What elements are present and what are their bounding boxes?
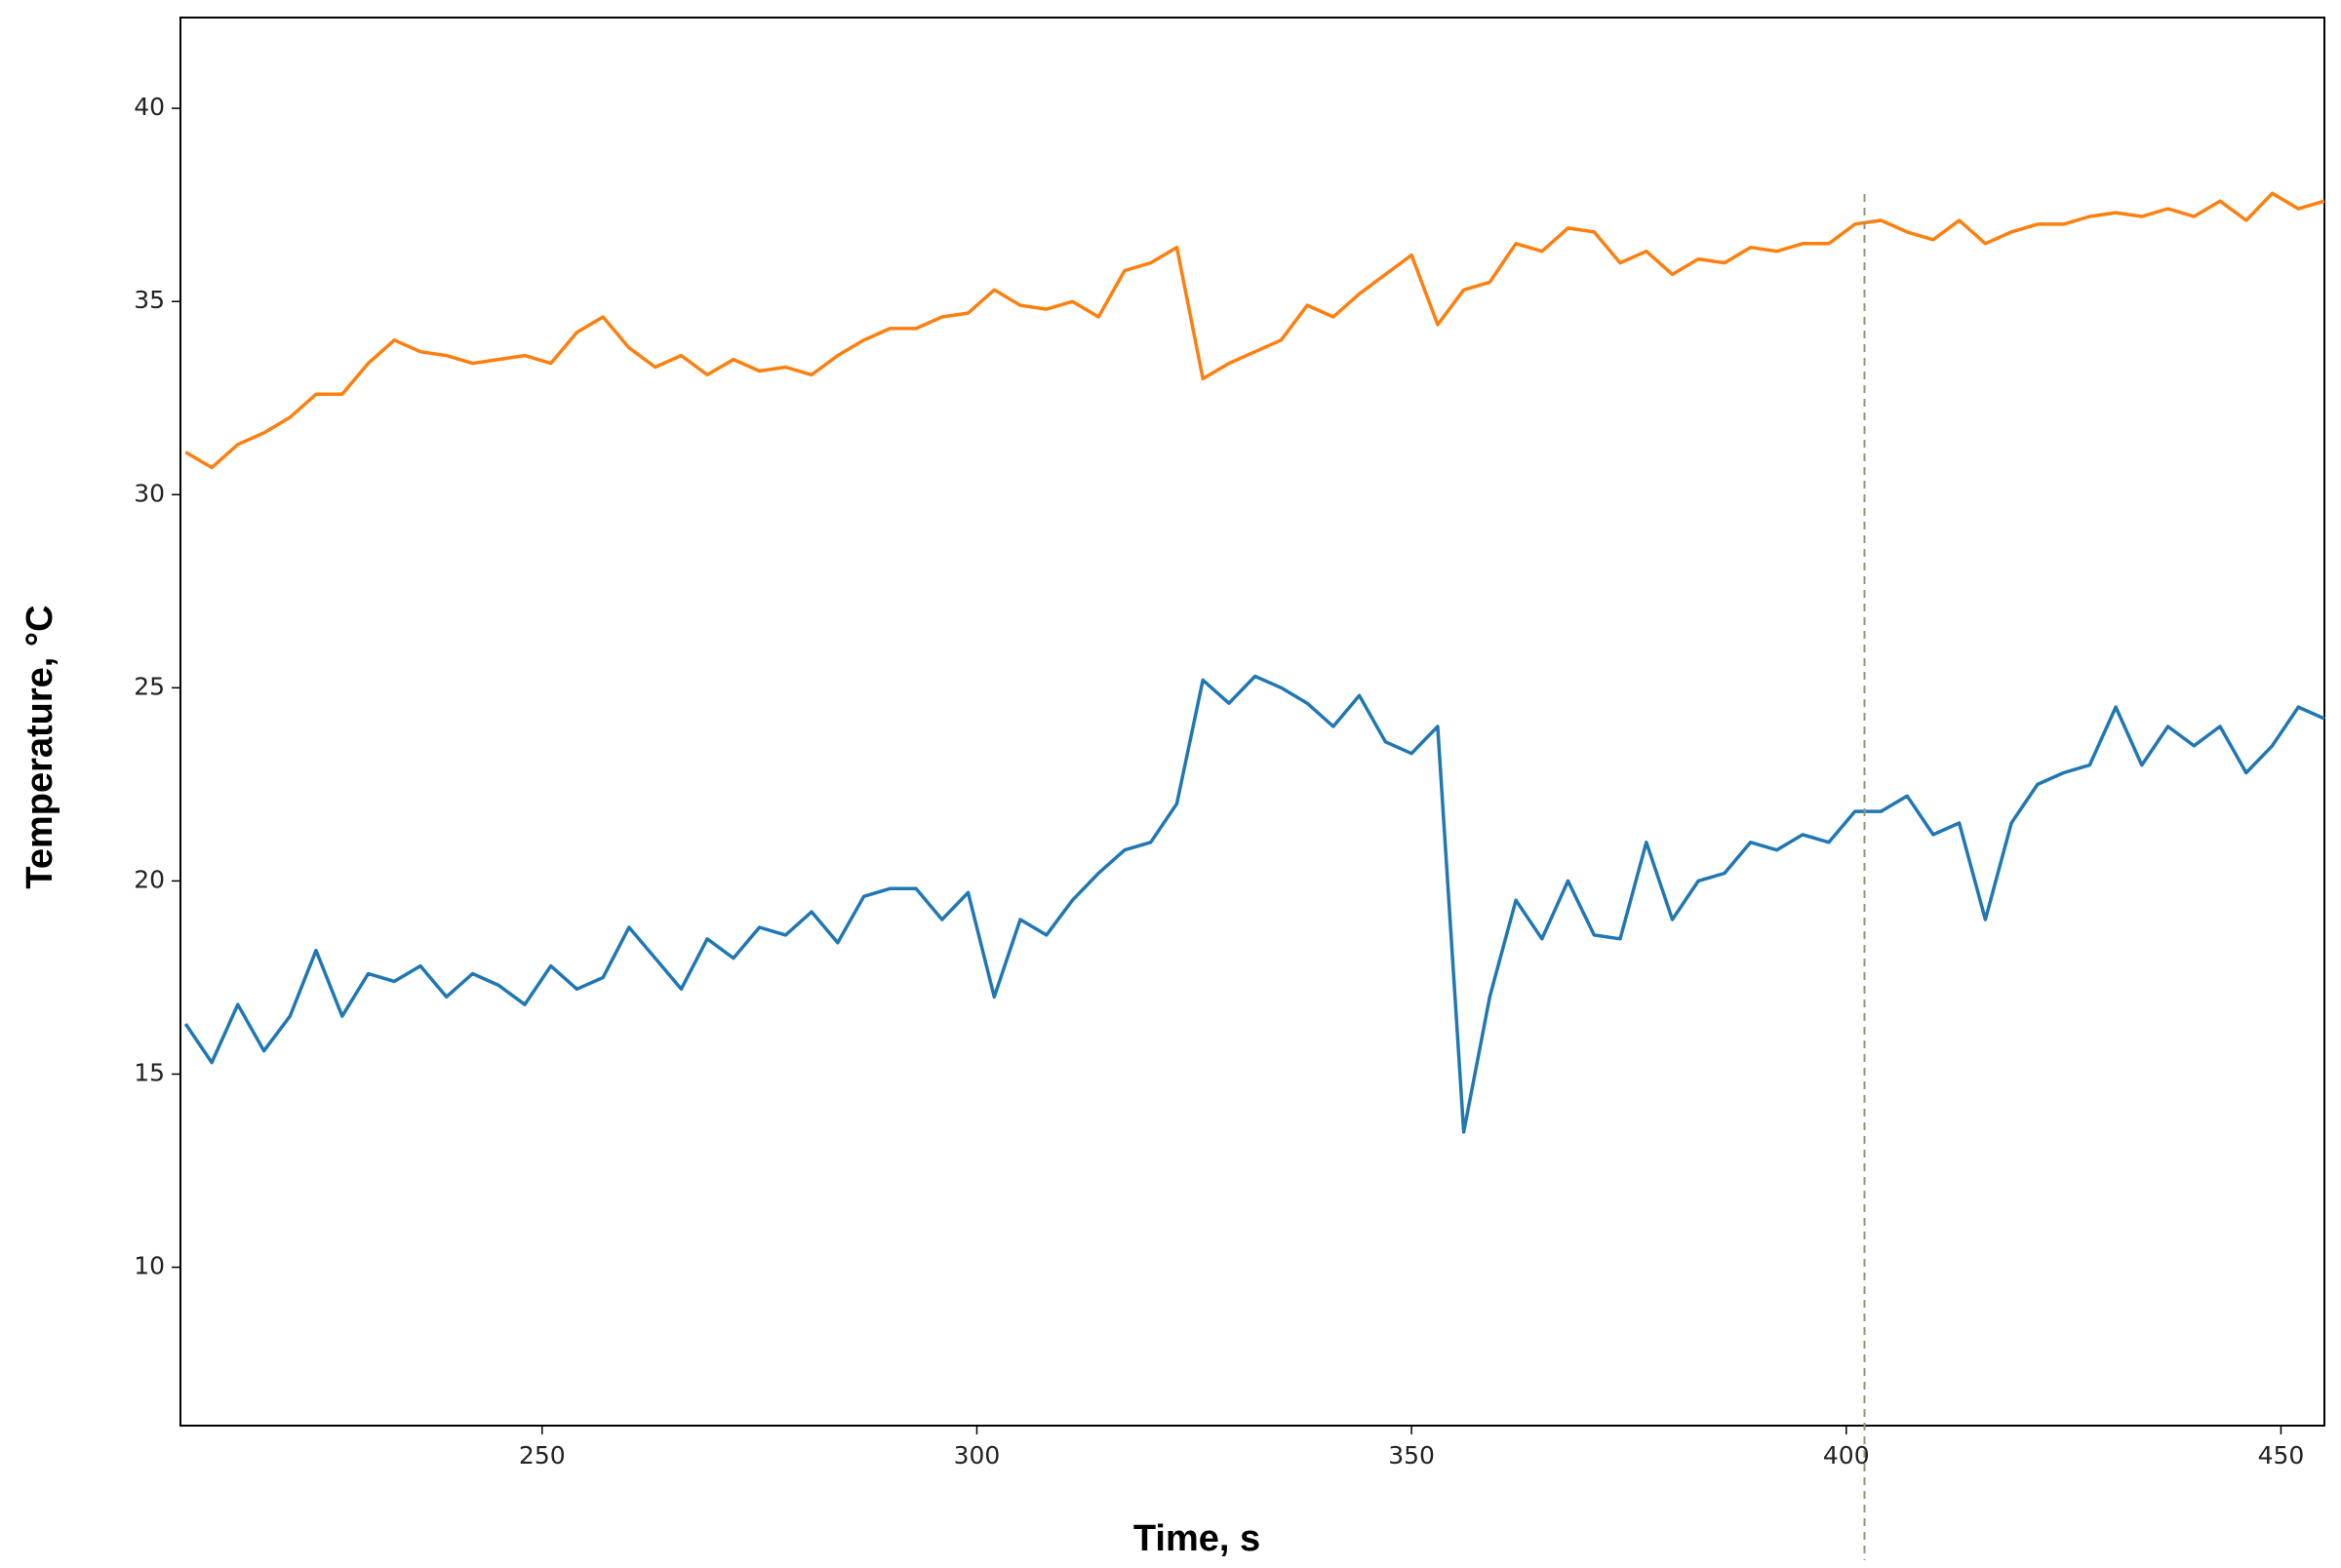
- y-tick-label: 30: [134, 479, 165, 507]
- y-tick-label: 10: [134, 1252, 165, 1280]
- y-tick-label: 35: [134, 286, 165, 314]
- x-tick-label: 400: [1823, 1441, 1870, 1470]
- x-axis-label: Time, s: [1133, 1518, 1260, 1559]
- y-tick-label: 25: [134, 672, 165, 700]
- y-tick-label: 15: [134, 1058, 165, 1086]
- x-tick-label: 450: [2258, 1441, 2305, 1470]
- y-axis-label: Temperature, °C: [20, 605, 60, 888]
- x-tick-label: 350: [1388, 1441, 1435, 1470]
- x-tick-label: 250: [519, 1441, 566, 1470]
- y-tick-label: 40: [134, 93, 165, 121]
- line-series: [183, 674, 2325, 1134]
- y-tick-label: 20: [134, 865, 165, 893]
- plot-area: [179, 17, 2325, 1427]
- line-series: [184, 191, 2325, 470]
- x-tick-label: 300: [954, 1441, 1001, 1470]
